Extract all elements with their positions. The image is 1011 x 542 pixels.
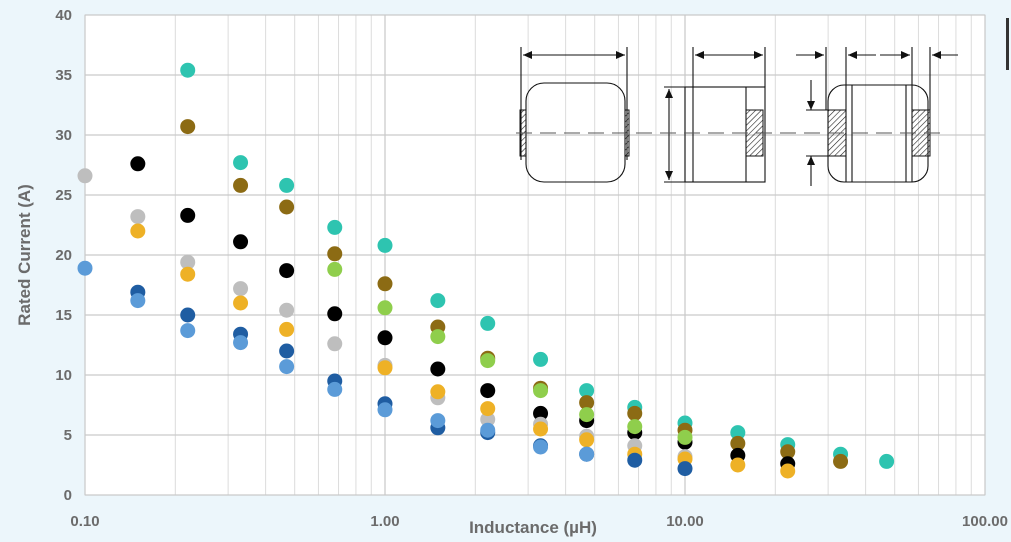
data-point: [279, 321, 295, 337]
data-points: [77, 62, 895, 479]
data-point: [780, 444, 796, 460]
data-point: [233, 177, 249, 193]
data-point: [579, 432, 595, 448]
data-point: [279, 263, 295, 279]
data-point: [579, 407, 595, 423]
data-point: [533, 351, 549, 367]
data-point: [180, 119, 196, 135]
data-point: [279, 359, 295, 375]
data-point: [130, 156, 146, 172]
data-point: [377, 276, 393, 292]
data-point: [377, 300, 393, 316]
data-point: [533, 405, 549, 421]
data-point: [377, 330, 393, 346]
data-point: [130, 209, 146, 225]
data-point: [327, 336, 343, 352]
inductor-dimension-drawing: [516, 47, 958, 186]
y-tick-label: 25: [55, 187, 72, 204]
data-point: [279, 177, 295, 193]
data-point: [180, 62, 196, 78]
x-tick-label: 100.00: [962, 513, 1008, 530]
y-tick-label: 20: [55, 247, 72, 264]
x-axis-title: Inductance (µH): [469, 518, 597, 537]
y-tick-label: 5: [64, 427, 72, 444]
data-point: [327, 306, 343, 322]
data-point: [833, 453, 849, 469]
data-point: [627, 405, 643, 421]
data-point: [480, 315, 496, 331]
data-point: [430, 293, 446, 309]
data-point: [430, 413, 446, 429]
series-8: [77, 260, 595, 462]
data-point: [677, 461, 693, 477]
data-point: [130, 223, 146, 239]
data-point: [430, 329, 446, 345]
data-point: [480, 422, 496, 438]
data-point: [533, 421, 549, 437]
data-point: [327, 219, 343, 235]
corner-marker: [1006, 18, 1009, 70]
inductor-side-view: [684, 86, 766, 183]
y-tick-label: 15: [55, 307, 72, 324]
data-point: [579, 446, 595, 462]
data-point: [730, 457, 746, 473]
tick-labels: 0 5 10 15 20 25 30 35 40 0.10 1.00 10.00 100.00: [55, 7, 1008, 530]
data-point: [377, 360, 393, 376]
y-tick-label: 35: [55, 67, 72, 84]
y-axis-title: Rated Current (A): [15, 184, 34, 326]
data-point: [279, 343, 295, 359]
y-tick-label: 40: [55, 7, 72, 24]
data-point: [879, 453, 895, 469]
data-point: [279, 199, 295, 215]
y-tick-label: 30: [55, 127, 72, 144]
data-point: [377, 237, 393, 253]
data-point: [627, 419, 643, 435]
data-point: [430, 361, 446, 377]
data-point: [480, 411, 496, 427]
data-point: [627, 452, 643, 468]
data-point: [130, 293, 146, 309]
data-point: [677, 429, 693, 445]
data-point: [180, 323, 196, 339]
data-point: [730, 435, 746, 451]
data-point: [579, 383, 595, 399]
data-point: [77, 168, 93, 184]
series-4: [327, 261, 693, 445]
data-point: [730, 425, 746, 441]
data-point: [180, 307, 196, 323]
y-tick-label: 10: [55, 367, 72, 384]
data-point: [233, 295, 249, 311]
data-point: [77, 260, 93, 276]
data-point: [180, 254, 196, 270]
data-point: [233, 155, 249, 171]
data-point: [233, 234, 249, 250]
data-point: [480, 353, 496, 369]
data-point: [430, 384, 446, 400]
data-point: [180, 266, 196, 282]
data-point: [327, 261, 343, 277]
data-point: [279, 302, 295, 318]
data-point: [480, 401, 496, 417]
data-point: [780, 463, 796, 479]
data-point: [327, 381, 343, 397]
x-tick-label: 0.10: [70, 513, 99, 530]
data-point: [579, 395, 595, 411]
x-tick-label: 10.00: [666, 513, 704, 530]
y-tick-label: 0: [64, 487, 72, 504]
data-point: [327, 246, 343, 262]
data-point: [480, 383, 496, 399]
data-point: [233, 281, 249, 297]
data-point: [233, 335, 249, 351]
data-point: [533, 439, 549, 455]
data-point: [533, 383, 549, 399]
data-point: [377, 402, 393, 418]
data-point: [180, 207, 196, 223]
x-tick-label: 1.00: [370, 513, 399, 530]
